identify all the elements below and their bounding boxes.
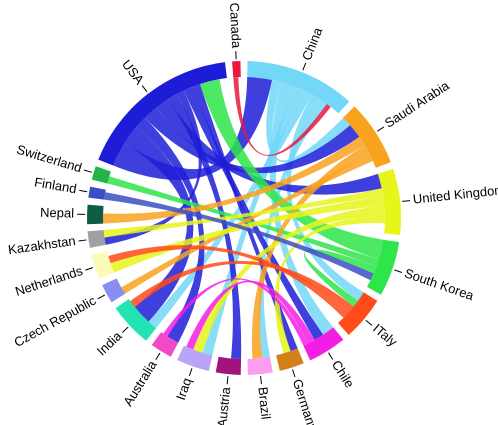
- node-label: Australia: [120, 357, 160, 409]
- node-label: Canada: [227, 2, 244, 49]
- node-label: South Korea: [403, 265, 477, 303]
- node-arc: [276, 348, 304, 371]
- label-tick: [97, 294, 106, 300]
- label-tick: [83, 169, 92, 173]
- label-tick: [402, 200, 411, 202]
- chord: [108, 245, 349, 318]
- chord: [104, 192, 374, 281]
- chord: [113, 77, 273, 180]
- node-label: USA: [119, 57, 147, 88]
- node-arc: [338, 292, 378, 335]
- chord: [192, 84, 298, 352]
- label-tick: [78, 239, 87, 242]
- label-tick: [85, 267, 94, 271]
- label-tick: [376, 126, 385, 132]
- node-label: Saudi Arabia: [382, 77, 453, 130]
- chord: [200, 79, 384, 260]
- node-arc: [215, 356, 242, 375]
- node-arc: [377, 168, 401, 236]
- node-label: Nepal: [40, 205, 74, 221]
- chord: [110, 195, 385, 273]
- node-arc: [87, 204, 104, 225]
- node-label: Switzerland: [15, 142, 84, 176]
- chord: [303, 249, 377, 307]
- node-label: ITaly: [370, 321, 401, 350]
- label-tick: [141, 85, 148, 93]
- label-tick: [155, 352, 161, 361]
- node-label: Germany: [290, 377, 321, 425]
- node-arc: [91, 251, 114, 279]
- label-tick: [226, 376, 229, 385]
- label-tick: [79, 189, 88, 193]
- chord: [121, 154, 373, 294]
- chord: [124, 126, 194, 322]
- node-label: Finland: [33, 174, 78, 196]
- chord: [163, 278, 309, 346]
- node-arc: [177, 345, 213, 371]
- chord: [269, 82, 334, 335]
- chord: [258, 99, 327, 358]
- node-label: Iraq: [173, 376, 195, 402]
- node-arc: [247, 61, 350, 114]
- chord: [103, 136, 365, 224]
- label-tick: [292, 369, 296, 378]
- node-arc: [367, 239, 400, 295]
- node-label: China: [299, 25, 326, 63]
- node-label: Kazakhstan: [7, 233, 76, 257]
- label-tick: [122, 326, 129, 333]
- node-arc: [247, 356, 273, 375]
- node-label: Netherlands: [13, 263, 85, 299]
- chord: [193, 205, 385, 353]
- node-arc: [115, 299, 157, 341]
- node-label: Brazil: [255, 386, 273, 420]
- node-label: United Kingdom: [412, 182, 498, 207]
- node-label: Chile: [329, 357, 357, 390]
- chord: [274, 215, 385, 354]
- node-arc: [343, 106, 391, 168]
- label-tick: [188, 368, 193, 376]
- label-tick: [394, 269, 403, 273]
- node-arc: [303, 327, 344, 361]
- label-tick: [365, 319, 373, 326]
- chords: [103, 77, 385, 359]
- chord: [148, 89, 313, 329]
- node-arc: [98, 62, 227, 166]
- node-label: Czech Republic: [11, 293, 98, 350]
- chord: [103, 188, 384, 238]
- node-arc: [87, 229, 106, 248]
- node-label: Austria: [214, 386, 233, 425]
- chord: [130, 260, 354, 313]
- label-tick: [302, 62, 307, 71]
- chord: [168, 93, 242, 359]
- node-arc: [151, 332, 179, 357]
- label-tick: [260, 376, 262, 385]
- node-label: India: [94, 328, 125, 359]
- node-arc: [232, 61, 241, 78]
- node-arc: [102, 278, 126, 303]
- chord: [186, 280, 315, 350]
- node-arc: [91, 166, 111, 184]
- node-arc: [88, 186, 106, 200]
- label-tick: [328, 352, 334, 360]
